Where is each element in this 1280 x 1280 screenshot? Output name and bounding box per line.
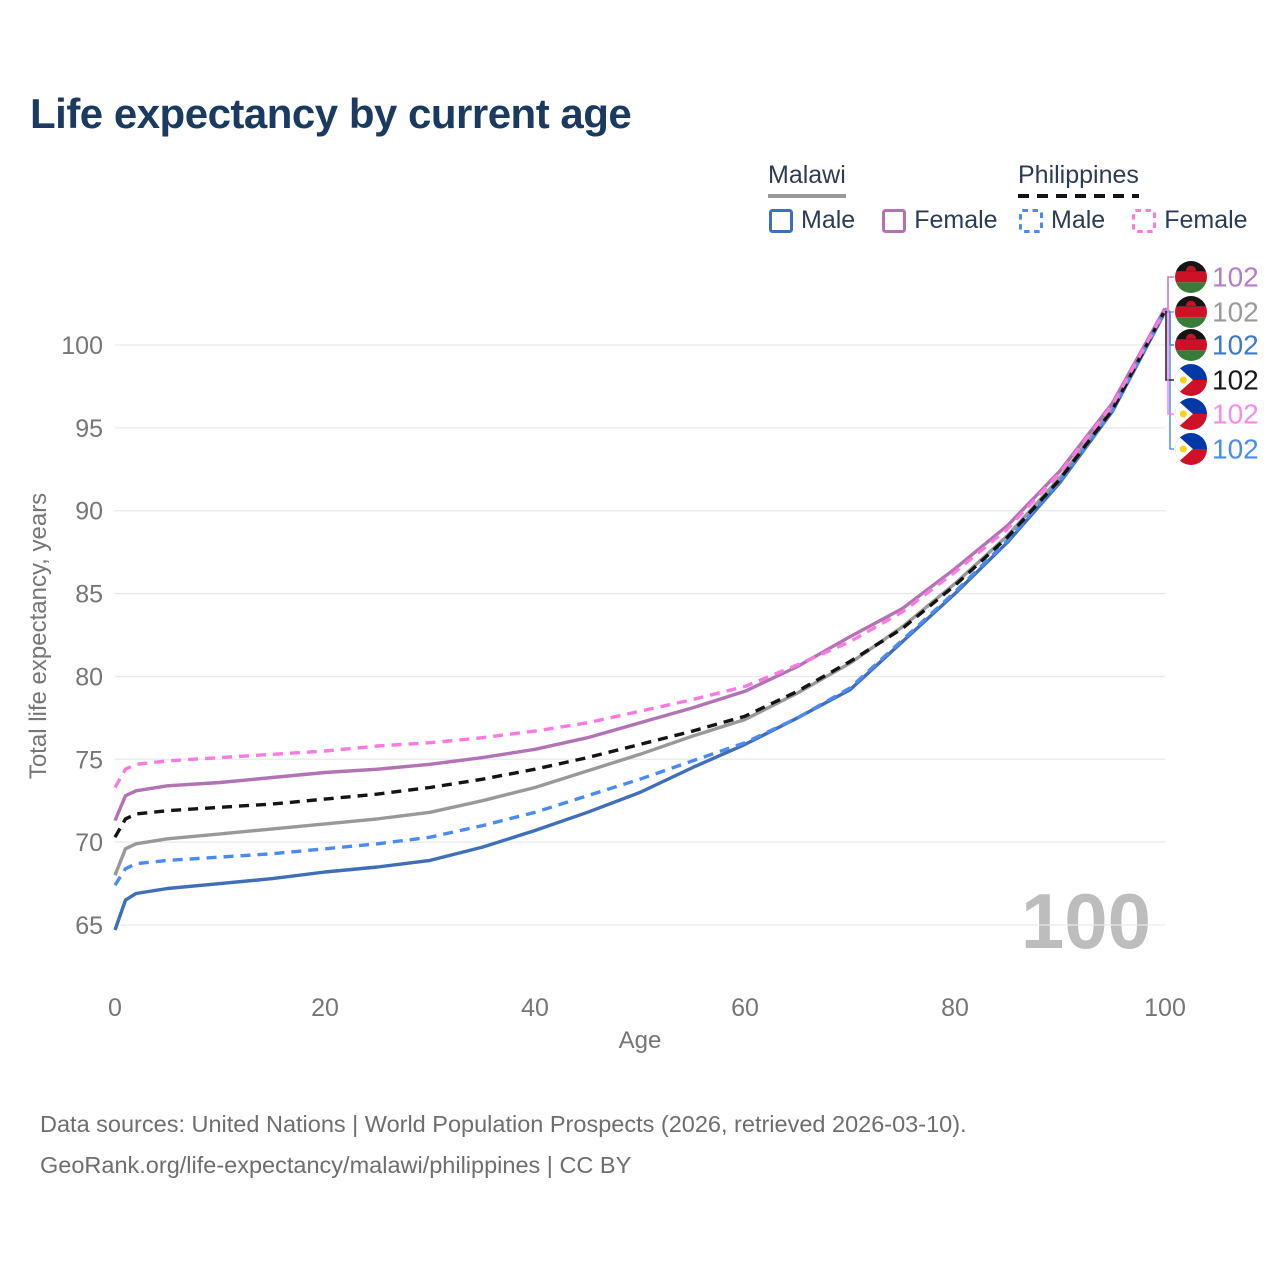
- series-line-philippines-female[interactable]: [113, 309, 1167, 789]
- flag-icon-philippines: [1175, 433, 1207, 465]
- end-label-philippines-female: 102: [1175, 398, 1259, 430]
- chart-footer: Data sources: United Nations | World Pop…: [40, 1104, 967, 1186]
- x-tick-label: 60: [731, 994, 759, 1022]
- series-line-malawi-female[interactable]: [113, 307, 1167, 822]
- legend-item-malawi-male[interactable]: Male: [768, 206, 855, 235]
- y-tick-label: 85: [75, 581, 103, 609]
- y-tick-label: 75: [75, 746, 103, 774]
- y-tick-label: 90: [75, 498, 103, 526]
- legend-item-label: Female: [914, 206, 998, 234]
- x-tick-label: 100: [1144, 994, 1186, 1022]
- legend-group-malawi: Malawi Male Female: [768, 161, 998, 235]
- x-tick-label: 0: [108, 994, 122, 1022]
- end-label-value: 102: [1212, 434, 1259, 465]
- y-tick-label: 70: [75, 829, 103, 857]
- flag-icon-philippines: [1175, 398, 1207, 430]
- y-tick-label: 100: [61, 332, 103, 360]
- flag-icon-malawi: [1175, 296, 1207, 328]
- series-line-malawi-male[interactable]: [113, 311, 1167, 931]
- end-label-value: 102: [1212, 399, 1259, 430]
- series-line-philippines-both[interactable]: [113, 309, 1167, 839]
- leader-line-philippines-female: [1165, 309, 1174, 415]
- legend-item-philippines-female[interactable]: Female: [1131, 206, 1248, 235]
- legend-item-label: Female: [1164, 206, 1248, 234]
- y-tick-label: 80: [75, 663, 103, 691]
- data-source-line: Data sources: United Nations | World Pop…: [40, 1111, 967, 1137]
- legend-swatch-icon: [1019, 208, 1043, 233]
- flag-icon-malawi: [1175, 329, 1207, 361]
- end-label-malawi-both: 102: [1175, 296, 1259, 328]
- y-tick-label: 65: [75, 912, 103, 940]
- end-label-philippines-both: 102: [1175, 364, 1259, 396]
- legend-item-malawi-female[interactable]: Female: [881, 206, 998, 235]
- flag-icon-malawi: [1175, 261, 1207, 293]
- end-label-value: 102: [1212, 330, 1259, 361]
- end-label-philippines-male: 102: [1175, 433, 1259, 465]
- y-axis-title: Total life expectancy, years: [25, 493, 52, 779]
- y-tick-label: 95: [75, 415, 103, 443]
- x-axis-title: Age: [619, 1027, 662, 1054]
- legend-item-label: Male: [801, 206, 856, 234]
- attribution-line: GeoRank.org/life-expectancy/malawi/phili…: [40, 1152, 632, 1178]
- legend-swatch-icon: [1132, 208, 1157, 233]
- age-watermark: 100: [1021, 877, 1151, 965]
- x-tick-label: 80: [941, 994, 969, 1022]
- legend-item-label: Male: [1051, 206, 1106, 234]
- x-tick-label: 20: [311, 994, 339, 1022]
- end-label-value: 102: [1212, 365, 1259, 396]
- end-label-malawi-male: 102: [1175, 329, 1259, 361]
- legend-country-philippines[interactable]: Philippines: [1018, 161, 1139, 198]
- legend-country-label: Philippines: [1018, 161, 1139, 189]
- flag-icon-philippines: [1175, 364, 1207, 396]
- series-line-philippines-male[interactable]: [113, 311, 1167, 887]
- legend-country-malawi[interactable]: Malawi: [768, 161, 846, 198]
- legend-underline-solid: [768, 194, 846, 198]
- leader-line-malawi-female: [1165, 276, 1174, 310]
- legend-swatch-icon: [882, 208, 907, 233]
- end-label-value: 102: [1212, 297, 1259, 328]
- legend-swatch-icon: [769, 208, 793, 233]
- legend-country-label: Malawi: [768, 161, 846, 189]
- end-label-value: 102: [1212, 262, 1259, 293]
- legend-underline-dashed: [1018, 194, 1139, 198]
- end-label-malawi-female: 102: [1175, 261, 1259, 293]
- x-tick-label: 40: [521, 994, 549, 1022]
- legend-item-philippines-male[interactable]: Male: [1018, 206, 1105, 235]
- legend-group-philippines: Philippines Male Female: [1018, 161, 1248, 235]
- page-title: Life expectancy by current age: [30, 90, 632, 137]
